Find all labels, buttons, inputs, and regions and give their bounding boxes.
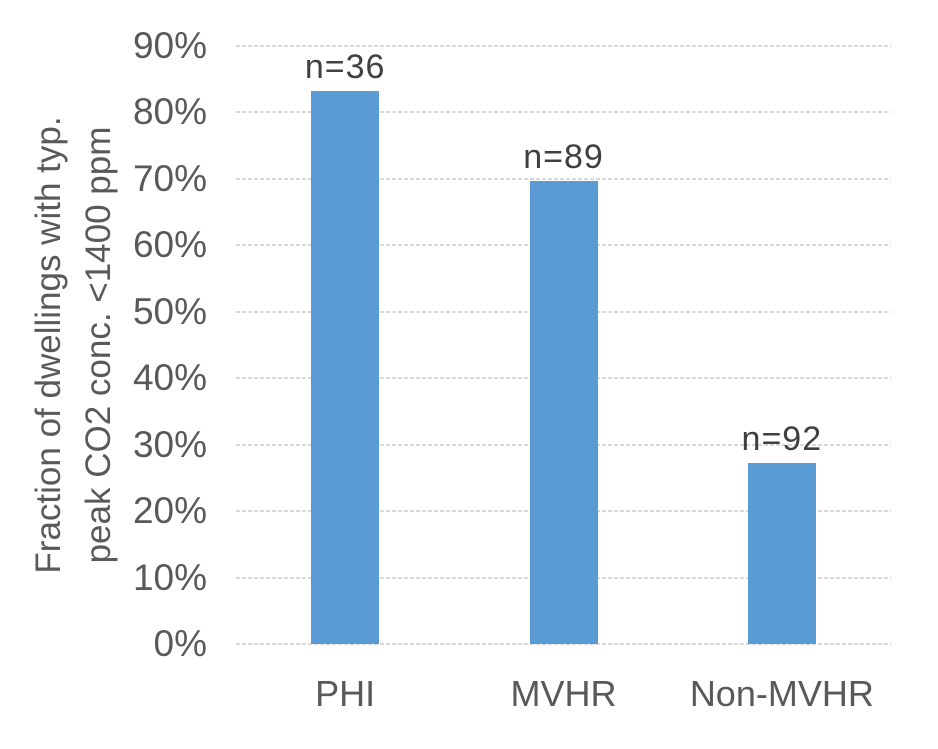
y-tick-label-40-: 40% bbox=[132, 357, 207, 399]
x-axis-label-phi: PHI bbox=[315, 673, 376, 714]
bar-mvhr bbox=[529, 180, 598, 644]
gridline-90- bbox=[236, 45, 891, 47]
x-axis-label-mvhr: MVHR bbox=[510, 673, 617, 714]
y-tick-label-10-: 10% bbox=[132, 556, 207, 598]
gridline-0- bbox=[236, 643, 891, 645]
y-tick-label-80-: 80% bbox=[132, 91, 207, 133]
bar-count-label-non-mvhr: n=92 bbox=[741, 420, 823, 459]
gridline-80- bbox=[236, 111, 891, 114]
bar-non-mvhr bbox=[747, 463, 816, 644]
x-axis-label-non-mvhr: Non-MVHR bbox=[689, 673, 874, 714]
y-tick-label-20-: 20% bbox=[132, 490, 207, 532]
y-tick-label-90-: 90% bbox=[132, 25, 207, 66]
y-tick-label-70-: 70% bbox=[132, 157, 207, 199]
y-tick-label-60-: 60% bbox=[132, 224, 207, 266]
y-tick-label-30-: 30% bbox=[132, 423, 207, 465]
bar-phi bbox=[311, 90, 380, 644]
gridline-70- bbox=[236, 177, 891, 180]
y-tick-label-50-: 50% bbox=[132, 290, 207, 332]
y-tick-label-0-: 0% bbox=[153, 623, 207, 664]
bar-count-label-mvhr: n=89 bbox=[523, 137, 604, 176]
bar-count-label-phi: n=36 bbox=[304, 47, 386, 86]
